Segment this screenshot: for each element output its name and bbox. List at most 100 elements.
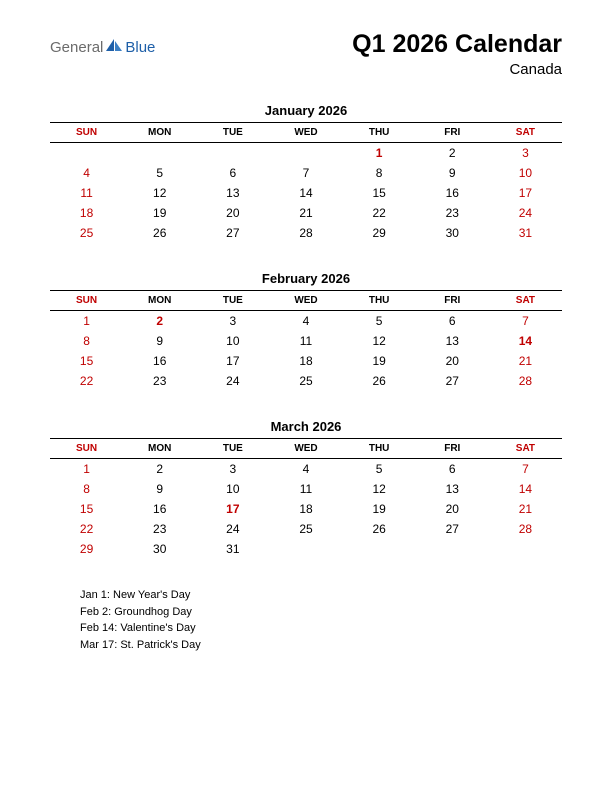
calendar-table: SUNMONTUEWEDTHUFRISAT1234567891011121314…	[50, 290, 562, 391]
day-cell: 22	[343, 203, 416, 223]
day-cell: 31	[196, 539, 269, 559]
day-cell: 23	[123, 371, 196, 391]
day-cell: 16	[416, 183, 489, 203]
header: General Blue Q1 2026 Calendar Canada	[50, 30, 562, 78]
day-cell: 19	[343, 351, 416, 371]
day-cell: 23	[416, 203, 489, 223]
holiday-item: Mar 17: St. Patrick's Day	[80, 637, 562, 654]
day-header: TUE	[196, 439, 269, 459]
day-cell: 27	[416, 371, 489, 391]
day-cell: 24	[489, 203, 562, 223]
day-cell: 15	[343, 183, 416, 203]
day-cell: 13	[416, 479, 489, 499]
day-cell: 9	[123, 331, 196, 351]
empty-cell	[343, 539, 416, 559]
day-header: WED	[269, 439, 342, 459]
day-header: FRI	[416, 291, 489, 311]
day-cell: 29	[50, 539, 123, 559]
day-header: TUE	[196, 291, 269, 311]
day-cell: 19	[343, 499, 416, 519]
day-header: SAT	[489, 291, 562, 311]
day-header: MON	[123, 123, 196, 143]
page-subtitle: Canada	[352, 61, 562, 78]
empty-cell	[50, 143, 123, 164]
day-cell: 5	[123, 163, 196, 183]
day-cell: 11	[269, 331, 342, 351]
logo: General Blue	[50, 30, 155, 57]
day-header: THU	[343, 123, 416, 143]
day-cell: 2	[416, 143, 489, 164]
title-block: Q1 2026 Calendar Canada	[352, 30, 562, 78]
holiday-item: Feb 2: Groundhog Day	[80, 604, 562, 621]
day-header: SAT	[489, 123, 562, 143]
month-title: February 2026	[50, 271, 562, 286]
day-cell: 26	[343, 371, 416, 391]
day-cell: 17	[196, 499, 269, 519]
day-header: FRI	[416, 123, 489, 143]
day-header: THU	[343, 291, 416, 311]
day-cell: 15	[50, 351, 123, 371]
day-cell: 1	[50, 459, 123, 480]
day-cell: 6	[196, 163, 269, 183]
day-cell: 23	[123, 519, 196, 539]
day-cell: 21	[269, 203, 342, 223]
day-cell: 15	[50, 499, 123, 519]
month-block: March 2026SUNMONTUEWEDTHUFRISAT123456789…	[50, 419, 562, 559]
day-cell: 18	[50, 203, 123, 223]
day-cell: 20	[196, 203, 269, 223]
month-title: January 2026	[50, 103, 562, 118]
day-cell: 2	[123, 311, 196, 332]
day-cell: 30	[123, 539, 196, 559]
day-cell: 4	[269, 459, 342, 480]
day-cell: 16	[123, 499, 196, 519]
day-cell: 6	[416, 311, 489, 332]
day-cell: 20	[416, 351, 489, 371]
day-cell: 19	[123, 203, 196, 223]
day-cell: 11	[269, 479, 342, 499]
day-cell: 13	[196, 183, 269, 203]
day-cell: 10	[489, 163, 562, 183]
calendar-table: SUNMONTUEWEDTHUFRISAT1234567891011121314…	[50, 438, 562, 559]
empty-cell	[269, 143, 342, 164]
day-cell: 3	[489, 143, 562, 164]
day-cell: 31	[489, 223, 562, 243]
day-cell: 27	[416, 519, 489, 539]
day-cell: 26	[123, 223, 196, 243]
holiday-list: Jan 1: New Year's DayFeb 2: Groundhog Da…	[50, 587, 562, 653]
day-cell: 5	[343, 311, 416, 332]
day-cell: 25	[50, 223, 123, 243]
day-header: SUN	[50, 123, 123, 143]
day-cell: 28	[489, 371, 562, 391]
day-cell: 21	[489, 351, 562, 371]
day-header: THU	[343, 439, 416, 459]
day-cell: 7	[489, 459, 562, 480]
day-cell: 17	[196, 351, 269, 371]
empty-cell	[196, 143, 269, 164]
day-cell: 10	[196, 331, 269, 351]
day-cell: 7	[269, 163, 342, 183]
holiday-item: Jan 1: New Year's Day	[80, 587, 562, 604]
day-cell: 25	[269, 519, 342, 539]
month-block: January 2026SUNMONTUEWEDTHUFRISAT1234567…	[50, 103, 562, 243]
day-header: WED	[269, 123, 342, 143]
day-cell: 7	[489, 311, 562, 332]
day-cell: 9	[416, 163, 489, 183]
empty-cell	[416, 539, 489, 559]
day-cell: 22	[50, 519, 123, 539]
day-cell: 10	[196, 479, 269, 499]
day-cell: 11	[50, 183, 123, 203]
day-cell: 26	[343, 519, 416, 539]
day-cell: 6	[416, 459, 489, 480]
day-cell: 8	[343, 163, 416, 183]
calendars-container: January 2026SUNMONTUEWEDTHUFRISAT1234567…	[50, 103, 562, 559]
day-cell: 20	[416, 499, 489, 519]
day-header: TUE	[196, 123, 269, 143]
calendar-table: SUNMONTUEWEDTHUFRISAT1234567891011121314…	[50, 122, 562, 243]
day-cell: 24	[196, 371, 269, 391]
day-cell: 30	[416, 223, 489, 243]
day-cell: 28	[269, 223, 342, 243]
day-cell: 18	[269, 499, 342, 519]
day-cell: 1	[343, 143, 416, 164]
day-cell: 29	[343, 223, 416, 243]
day-cell: 22	[50, 371, 123, 391]
